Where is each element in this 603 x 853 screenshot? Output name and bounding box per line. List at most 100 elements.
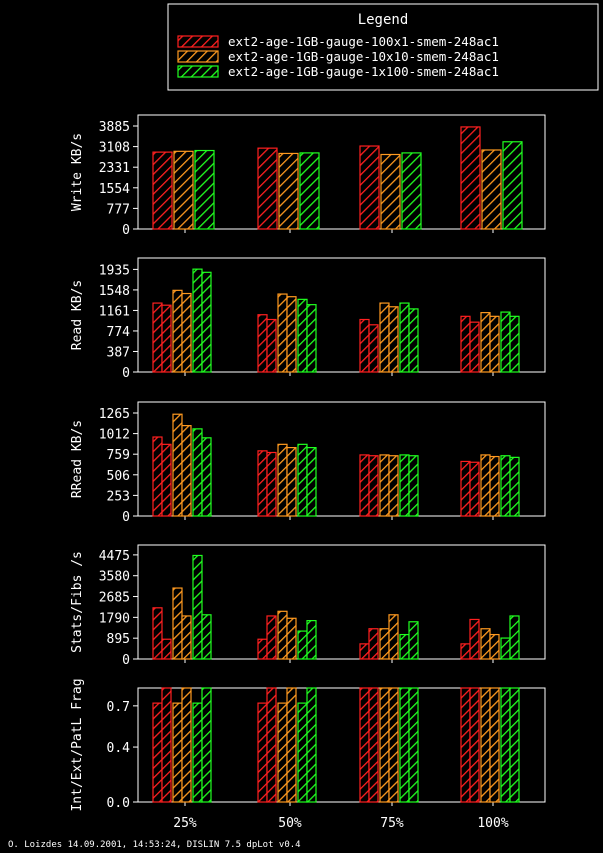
bar — [500, 311, 511, 373]
x-tick-label: 100% — [477, 816, 508, 831]
bar — [399, 633, 410, 660]
y-tick-label: 387 — [107, 345, 130, 360]
legend: Legend ext2-age-1GB-gauge-100x1-smem-248… — [167, 3, 599, 91]
y-tick-label: 3885 — [99, 120, 130, 135]
y-tick-label: 0.4 — [107, 741, 131, 756]
y-tick-label: 1554 — [99, 182, 130, 197]
y-tick-label: 1790 — [99, 611, 130, 626]
bar — [192, 702, 203, 803]
bar — [380, 153, 401, 230]
bar — [192, 268, 203, 373]
y-tick-label: 774 — [107, 325, 131, 340]
bar — [502, 141, 523, 230]
bar — [161, 304, 172, 373]
bar — [489, 315, 500, 373]
y-tick-label: 0 — [122, 223, 130, 238]
bar — [172, 587, 183, 660]
bar — [172, 413, 183, 517]
bar — [480, 312, 491, 373]
bar — [408, 621, 419, 660]
bar — [277, 293, 288, 373]
bar — [286, 617, 297, 660]
bar — [489, 633, 500, 660]
bar — [161, 638, 172, 660]
bar — [152, 151, 173, 230]
bar — [306, 620, 317, 660]
bar — [368, 324, 379, 373]
bar — [257, 147, 278, 230]
y-tick-label: 2331 — [99, 161, 130, 176]
y-tick-label: 1161 — [99, 304, 130, 319]
panel: 0 895 1790 2685 3580 4475 Stats/Fibs /s — [70, 544, 546, 668]
bar — [277, 610, 288, 660]
bar — [408, 308, 419, 373]
footer-credit: O. Loizdes 14.09.2001, 14:53:24, DISLIN … — [8, 840, 301, 850]
bar — [359, 454, 370, 517]
y-axis-label: RRead KB/s — [70, 420, 85, 498]
bar — [201, 437, 212, 517]
bar — [286, 447, 297, 517]
y-axis-label: Int/Ext/PatL Frag — [70, 678, 85, 811]
y-tick-label: 0 — [122, 366, 130, 381]
bar — [306, 447, 317, 517]
bar — [306, 687, 317, 803]
bar — [489, 687, 500, 803]
bar — [481, 149, 502, 230]
bar — [469, 618, 480, 660]
y-axis-label: Stats/Fibs /s — [70, 551, 85, 653]
bar — [460, 315, 471, 373]
bar — [257, 638, 268, 660]
y-tick-label: 1012 — [99, 428, 130, 443]
bar — [257, 702, 268, 803]
legend-entry: ext2-age-1GB-gauge-10x10-smem-248ac1 — [177, 49, 499, 64]
legend-label: ext2-age-1GB-gauge-10x10-smem-248ac1 — [228, 49, 499, 64]
bar — [297, 298, 308, 373]
bar — [181, 425, 192, 517]
legend-swatch — [177, 50, 219, 63]
bar — [480, 687, 491, 803]
bar — [201, 614, 212, 660]
bar — [257, 450, 268, 517]
bar — [399, 302, 410, 373]
bar — [500, 455, 511, 517]
bar — [359, 318, 370, 373]
bar — [152, 702, 163, 803]
bar — [509, 456, 520, 517]
y-tick-label: 4475 — [99, 549, 130, 564]
x-tick-label: 25% — [173, 816, 197, 831]
bar — [469, 687, 480, 803]
y-tick-label: 506 — [107, 469, 130, 484]
panel: 0 253 506 759 1012 1265 RRead KB/s — [70, 401, 546, 525]
bar — [388, 306, 399, 373]
legend-title: Legend — [358, 12, 409, 28]
y-tick-label: 1935 — [99, 263, 130, 278]
bar — [359, 687, 370, 803]
panel: 0.0 0.4 0.7 Int/Ext/PatL Frag 25% 50% 75% 100% — [70, 678, 546, 831]
bar — [408, 455, 419, 517]
y-tick-label: 0 — [122, 653, 130, 668]
x-tick-label: 75% — [380, 816, 404, 831]
legend-entry: ext2-age-1GB-gauge-1x100-smem-248ac1 — [177, 64, 499, 79]
bar — [368, 455, 379, 517]
bar — [399, 454, 410, 517]
bar — [297, 702, 308, 803]
y-tick-label: 895 — [107, 632, 130, 647]
bar — [201, 687, 212, 803]
bar — [480, 454, 491, 517]
bar — [509, 315, 520, 373]
plot-frame — [137, 401, 546, 517]
bar — [379, 454, 390, 517]
bar — [388, 614, 399, 660]
bar — [173, 150, 194, 230]
bar — [359, 643, 370, 660]
y-tick-label: 1265 — [99, 407, 130, 422]
bar — [152, 607, 163, 660]
bar — [172, 702, 183, 803]
bar — [192, 554, 203, 660]
bar — [408, 687, 419, 803]
y-tick-label: 3580 — [99, 570, 130, 585]
bar — [469, 321, 480, 373]
bar — [161, 443, 172, 517]
bar — [181, 615, 192, 660]
